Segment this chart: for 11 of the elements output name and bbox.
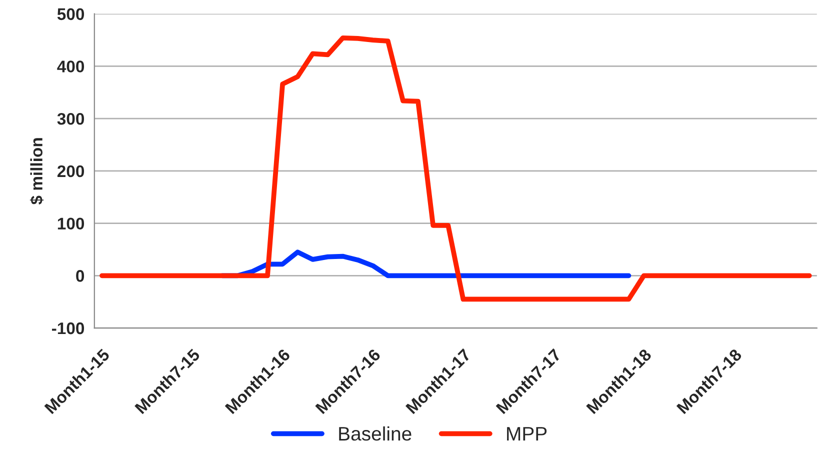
legend-label: MPP	[507, 427, 547, 440]
y-tick-label: 200	[57, 165, 84, 178]
y-tick-label: 100	[58, 218, 84, 230]
line-series	[100, 36, 812, 302]
y-tick-label: 400	[57, 60, 84, 72]
y-tick-label: -100	[52, 322, 84, 334]
y-tick-label: 300	[57, 112, 84, 125]
y-tick-label: 500	[57, 8, 84, 20]
y-tick-label: 0	[76, 270, 84, 282]
y-axis-title: $ million	[30, 138, 44, 205]
legend-label: Baseline	[339, 426, 412, 441]
